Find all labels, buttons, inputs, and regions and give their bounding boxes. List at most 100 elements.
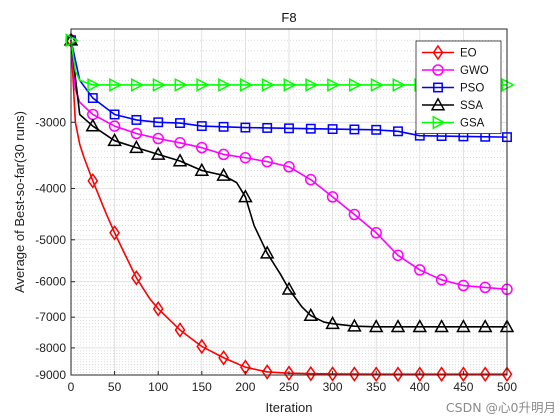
series-line-eo bbox=[70, 40, 507, 376]
y-tick-label: -6000 bbox=[35, 275, 66, 289]
data-point bbox=[239, 151, 252, 164]
series-pso bbox=[66, 35, 512, 143]
data-point bbox=[87, 77, 101, 92]
y-axis-label: Average of Best-so-far(30 runs) bbox=[12, 111, 27, 293]
data-point bbox=[283, 161, 295, 173]
series-line-gsa bbox=[70, 40, 507, 86]
data-point bbox=[457, 366, 469, 383]
data-point bbox=[284, 123, 294, 134]
data-point bbox=[174, 77, 188, 92]
data-point bbox=[87, 93, 98, 103]
x-tick-label: 200 bbox=[235, 380, 255, 394]
data-point bbox=[283, 77, 297, 92]
data-point bbox=[283, 365, 295, 382]
legend-label: GWO bbox=[460, 65, 489, 77]
data-point bbox=[218, 77, 232, 92]
data-point bbox=[457, 279, 470, 292]
data-point bbox=[479, 366, 491, 383]
data-point bbox=[412, 319, 428, 333]
x-tick-label: 100 bbox=[148, 380, 168, 394]
data-point bbox=[347, 318, 362, 332]
legend-marker bbox=[433, 82, 443, 93]
legend-label: PSO bbox=[460, 83, 484, 95]
data-point bbox=[392, 77, 406, 92]
data-point bbox=[393, 126, 403, 137]
data-point bbox=[370, 227, 382, 239]
data-point bbox=[194, 162, 210, 176]
data-point bbox=[456, 319, 471, 333]
data-point bbox=[371, 124, 382, 135]
legend-item-pso: PSO bbox=[422, 83, 484, 95]
series-line-pso bbox=[70, 40, 508, 138]
data-point bbox=[196, 338, 208, 355]
plot-series bbox=[63, 32, 515, 383]
data-point bbox=[87, 173, 99, 189]
x-tick-label: 350 bbox=[366, 380, 386, 394]
data-point bbox=[305, 77, 319, 92]
data-point bbox=[305, 123, 316, 134]
data-point bbox=[152, 132, 164, 145]
x-tick-label: 300 bbox=[323, 380, 343, 394]
data-point bbox=[501, 77, 515, 92]
data-point bbox=[326, 191, 339, 203]
x-axis-label: Iteration bbox=[266, 400, 313, 415]
x-tick-label: 150 bbox=[192, 380, 212, 394]
data-point bbox=[216, 167, 231, 181]
chart-title: F8 bbox=[281, 10, 296, 25]
data-point bbox=[262, 123, 273, 133]
data-point bbox=[196, 141, 208, 154]
legend-label: EO bbox=[460, 48, 477, 60]
data-point bbox=[281, 281, 297, 295]
data-point bbox=[414, 264, 426, 276]
data-point bbox=[501, 366, 513, 383]
data-point bbox=[414, 366, 426, 383]
legend-marker bbox=[432, 115, 446, 130]
data-point bbox=[239, 77, 254, 92]
data-point bbox=[238, 189, 253, 203]
legend-marker bbox=[430, 97, 446, 111]
data-point bbox=[109, 77, 123, 92]
data-point bbox=[370, 77, 385, 92]
data-point bbox=[196, 77, 210, 92]
data-point bbox=[109, 109, 120, 120]
data-point bbox=[174, 137, 186, 149]
x-tick-label: 50 bbox=[108, 380, 122, 394]
data-point bbox=[325, 315, 340, 330]
y-tick-label: -8000 bbox=[35, 341, 66, 355]
data-point bbox=[152, 77, 167, 92]
data-point bbox=[436, 366, 448, 383]
data-point bbox=[174, 322, 186, 338]
series-gsa bbox=[65, 33, 515, 92]
data-point bbox=[175, 118, 185, 128]
data-point bbox=[349, 124, 360, 135]
y-tick-label: -5000 bbox=[35, 233, 66, 247]
data-point bbox=[392, 366, 404, 383]
data-point bbox=[477, 319, 493, 333]
data-point bbox=[172, 153, 188, 167]
legend-item-eo: EO bbox=[422, 44, 477, 61]
data-point bbox=[85, 118, 101, 132]
data-point bbox=[327, 366, 339, 382]
data-point bbox=[327, 124, 338, 135]
data-point bbox=[217, 148, 230, 161]
legend: EO GWO PSO SSA GSA bbox=[415, 40, 502, 134]
data-point bbox=[65, 33, 79, 48]
data-point bbox=[370, 366, 382, 383]
legend-label: GSA bbox=[460, 118, 485, 130]
legend-marker bbox=[432, 44, 444, 61]
data-point bbox=[107, 132, 122, 147]
x-tick-label: 400 bbox=[410, 380, 430, 394]
data-point bbox=[218, 121, 229, 132]
data-point bbox=[130, 127, 143, 140]
data-point bbox=[479, 281, 491, 294]
data-point bbox=[348, 208, 361, 221]
data-point bbox=[196, 121, 207, 132]
data-point bbox=[303, 307, 319, 321]
y-tick-label: -4000 bbox=[35, 181, 66, 195]
data-point bbox=[109, 224, 121, 241]
x-tick-label: 0 bbox=[68, 380, 75, 394]
data-point bbox=[434, 319, 449, 333]
data-point bbox=[153, 117, 164, 128]
data-point bbox=[261, 77, 276, 92]
